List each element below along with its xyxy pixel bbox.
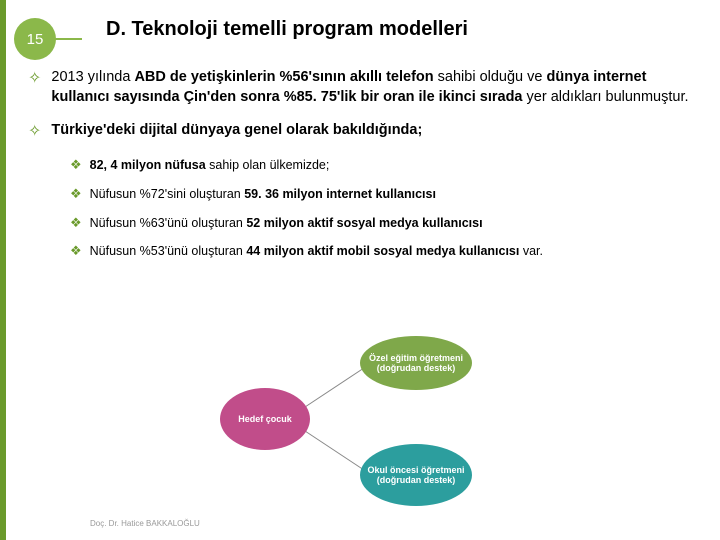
diagram-node-target: Hedef çocuk [220,388,310,450]
sub-bullet-item: ❖ Nüfusun %72'sini oluşturan 59. 36 mily… [70,186,700,203]
diagram-node-special-ed: Özel eğitim öğretmeni (doğrudan destek) [360,336,472,390]
diamond-fill-icon: ❖ [70,186,82,203]
concept-diagram: Hedef çocuk Özel eğitim öğretmeni (doğru… [220,334,500,504]
diamond-fill-icon: ❖ [70,157,82,174]
sub-bullet-text: Nüfusun %63'ünü oluşturan 52 milyon akti… [90,215,483,232]
slide-number-badge: 15 [14,18,82,60]
bullet-text: Türkiye'deki dijital dünyaya genel olara… [51,121,422,143]
slide-number: 15 [14,18,56,60]
left-accent-rail [0,0,6,540]
slide-number-stem [54,38,82,40]
diamond-fill-icon: ❖ [70,215,82,232]
diamond-fill-icon: ❖ [70,243,82,260]
diamond-icon: ✧ [28,121,41,143]
sub-bullet-item: ❖ 82, 4 milyon nüfusa sahip olan ülkemiz… [70,157,700,174]
diagram-node-preschool: Okul öncesi öğretmeni (doğrudan destek) [360,444,472,506]
sub-bullet-text: 82, 4 milyon nüfusa sahip olan ülkemizde… [90,157,330,174]
diamond-icon: ✧ [28,68,41,107]
content-area: ✧ 2013 yılında ABD de yetişkinlerin %56'… [28,68,700,272]
sub-bullet-text: Nüfusun %72'sini oluşturan 59. 36 milyon… [90,186,436,203]
slide-title: D. Teknoloji temelli program modelleri [106,18,468,41]
sub-bullet-item: ❖ Nüfusun %53'ünü oluşturan 44 milyon ak… [70,243,700,260]
footer-author: Doç. Dr. Hatice BAKKALOĞLU [90,519,200,528]
bullet-item: ✧ 2013 yılında ABD de yetişkinlerin %56'… [28,68,700,107]
sub-bullet-item: ❖ Nüfusun %63'ünü oluşturan 52 milyon ak… [70,215,700,232]
bullet-text: 2013 yılında ABD de yetişkinlerin %56'sı… [51,68,700,107]
bullet-item: ✧ Türkiye'deki dijital dünyaya genel ola… [28,121,700,143]
sub-bullet-group: ❖ 82, 4 milyon nüfusa sahip olan ülkemiz… [70,157,700,261]
sub-bullet-text: Nüfusun %53'ünü oluşturan 44 milyon akti… [90,243,543,260]
